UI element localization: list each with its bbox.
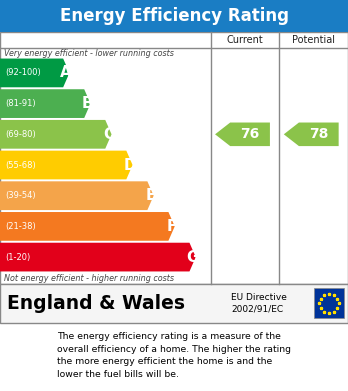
Text: Not energy efficient - higher running costs: Not energy efficient - higher running co… (4, 274, 174, 283)
Text: 78: 78 (309, 127, 329, 141)
Text: A: A (61, 65, 72, 81)
Text: (55-68): (55-68) (5, 160, 36, 170)
Text: England & Wales: England & Wales (7, 294, 185, 313)
Text: Current: Current (227, 35, 263, 45)
Text: Energy Efficiency Rating: Energy Efficiency Rating (60, 7, 288, 25)
Polygon shape (0, 212, 175, 241)
Text: C: C (103, 127, 114, 142)
Bar (0, 0, 348, 32)
Text: Very energy efficient - lower running costs: Very energy efficient - lower running co… (4, 48, 174, 57)
Polygon shape (215, 122, 270, 146)
Polygon shape (0, 181, 154, 210)
Text: F: F (166, 219, 177, 234)
Text: 76: 76 (240, 127, 260, 141)
Polygon shape (0, 89, 90, 118)
Text: (21-38): (21-38) (5, 222, 36, 231)
Bar (0, 284, 348, 323)
Text: E: E (145, 188, 156, 203)
Text: (81-91): (81-91) (5, 99, 35, 108)
Text: G: G (187, 249, 199, 265)
Polygon shape (0, 151, 133, 179)
Text: EU Directive
2002/91/EC: EU Directive 2002/91/EC (231, 293, 287, 314)
Polygon shape (0, 243, 196, 271)
Polygon shape (0, 59, 70, 87)
Polygon shape (0, 120, 111, 149)
Text: (1-20): (1-20) (5, 253, 30, 262)
Polygon shape (284, 122, 339, 146)
Text: The energy efficiency rating is a measure of the
overall efficiency of a home. T: The energy efficiency rating is a measur… (57, 332, 291, 378)
Bar (314, 289, 344, 318)
Bar (0, 32, 348, 284)
Text: (39-54): (39-54) (5, 191, 35, 200)
Text: (69-80): (69-80) (5, 130, 36, 139)
Text: Potential: Potential (292, 35, 335, 45)
Text: D: D (123, 158, 136, 172)
Text: B: B (81, 96, 93, 111)
Text: (92-100): (92-100) (5, 68, 41, 77)
